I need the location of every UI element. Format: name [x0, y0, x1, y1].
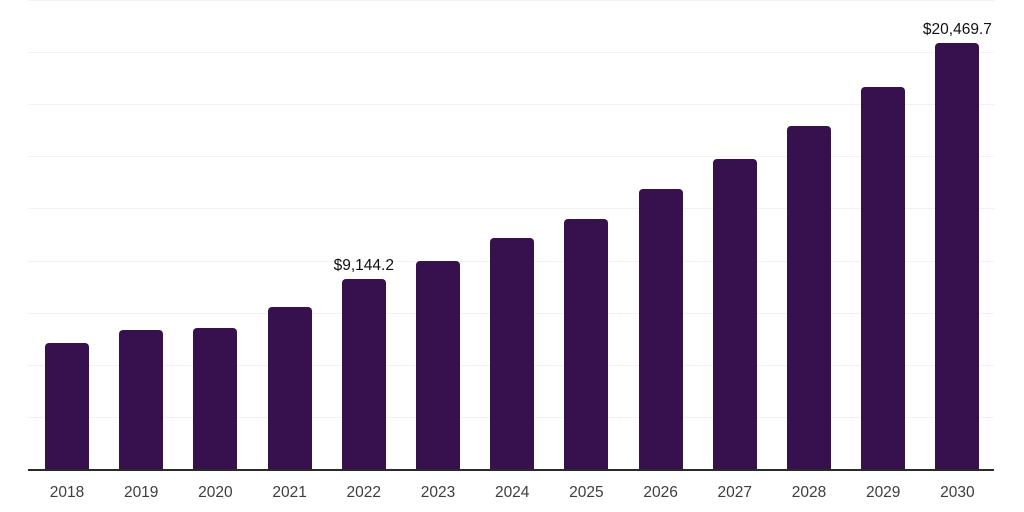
x-tick-2023: 2023 — [420, 484, 456, 501]
x-tick-2028: 2028 — [791, 484, 827, 501]
bar-2020 — [193, 327, 238, 470]
bar-2022 — [341, 279, 386, 470]
bar-2025 — [564, 219, 609, 470]
bar-2029 — [861, 86, 906, 470]
gridline-20000 — [28, 52, 994, 54]
gridline-12500 — [28, 208, 994, 210]
x-tick-2029: 2029 — [865, 484, 901, 501]
x-tick-2018: 2018 — [49, 484, 85, 501]
bar-2018 — [45, 342, 89, 470]
bar-2026 — [638, 189, 683, 470]
value-label-2022: $9,144.2 — [333, 256, 394, 274]
x-axis: 2018 2019 2020 2021 2022 2023 2024 2025 2026 2027… — [28, 470, 994, 512]
x-axis-line — [28, 469, 994, 471]
bar-2030 — [935, 43, 980, 470]
x-tick-2020: 2020 — [198, 484, 233, 501]
gridline-22500 — [28, 0, 994, 1]
bar-2021 — [267, 306, 312, 470]
x-tick-2022: 2022 — [346, 484, 382, 501]
x-tick-2021: 2021 — [272, 484, 307, 501]
bar-2027 — [712, 159, 757, 470]
x-tick-2030: 2030 — [940, 484, 975, 501]
x-tick-2026: 2026 — [643, 484, 678, 501]
x-tick-2024: 2024 — [494, 484, 530, 501]
plot-area: $9,144.2 $20,469.7 — [28, 0, 994, 471]
x-tick-2019: 2019 — [123, 484, 159, 501]
gridline-15000 — [28, 156, 994, 158]
x-tick-2027: 2027 — [717, 484, 753, 501]
gridline-17500 — [28, 104, 994, 106]
bar-2028 — [787, 126, 831, 470]
bar-2019 — [119, 329, 164, 470]
bar-2024 — [490, 238, 535, 470]
bar-2023 — [416, 260, 460, 470]
value-label-2030: $20,469.7 — [922, 20, 992, 38]
x-tick-2025: 2025 — [569, 484, 604, 501]
